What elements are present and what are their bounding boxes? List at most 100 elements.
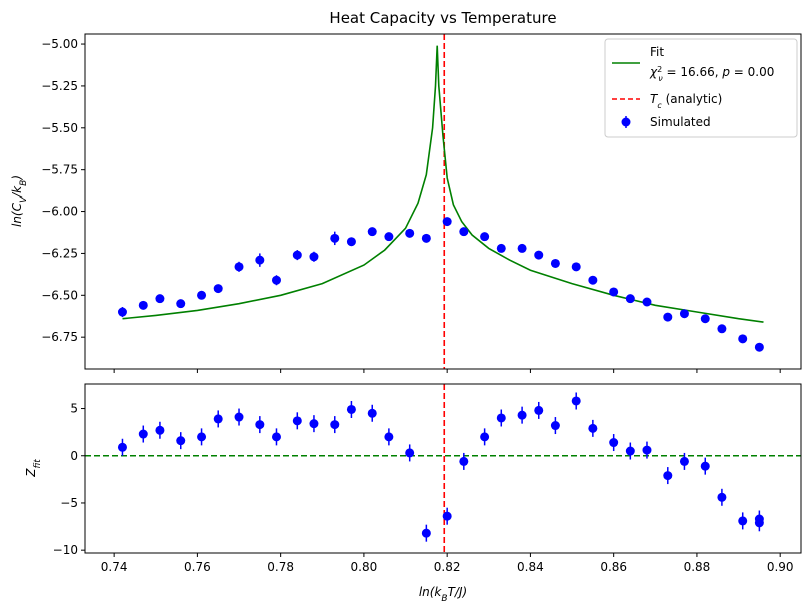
sim-point [213,284,223,294]
chart-title: Heat Capacity vs Temperature [329,9,556,27]
bottom-y-tick-label: −5 [60,496,78,510]
sim-point [550,258,560,268]
top-y-tick-label: −5.00 [41,37,78,51]
sim-point [155,294,165,304]
residual-point [588,423,598,433]
sim-point [292,250,302,260]
legend-fit-stats: χ2 ν = 16.66, p = 0.00 [649,65,774,83]
sim-point [534,250,544,260]
residual-point [679,456,689,466]
bottom-x-tick-label: 0.84 [517,560,544,574]
residual-point [534,405,544,415]
top-axes: −6.75 −6.50 −6.25 −6.00 −5.75 −5.50 −5.25 −5.00 [41,37,781,373]
sim-point [625,294,635,304]
bottom-x-tick-label: 0.80 [351,560,378,574]
sim-point [234,262,244,272]
legend-tc-label: Tc (analytic) [650,92,722,110]
residual-point [459,456,469,466]
residual-point [700,461,710,471]
residual-point [496,413,506,423]
residual-point [609,438,619,448]
sim-point [459,227,469,237]
bottom-x-tick-label: 0.78 [267,560,294,574]
bottom-axes-frame [84,383,802,554]
residual-point [213,414,223,424]
top-y-tick-label: −6.00 [41,205,78,219]
residual-point [625,446,635,456]
top-y-tick-label: −6.25 [41,246,78,260]
top-plot-area [117,34,764,369]
residual-point [271,432,281,442]
sim-point [571,262,581,272]
sim-point [717,324,727,334]
sim-point [330,233,340,243]
sim-point [384,232,394,242]
sim-point [405,228,415,238]
residual-point [442,511,452,521]
top-axes-frame [84,33,802,370]
residual-point [642,445,652,455]
legend-fit-label: Fit [650,45,664,59]
residual-point [234,412,244,422]
sim-point [663,312,673,322]
sim-point [138,300,148,310]
sim-point [642,297,652,307]
fit-curve [122,45,764,323]
residual-point [717,492,727,502]
residual-point [480,432,490,442]
sim-point [480,232,490,242]
sim-point [738,334,748,344]
sim-point [496,243,506,253]
sim-point [309,252,319,262]
residual-point [255,420,265,430]
legend-box [604,38,798,138]
legend-sim-marker [621,117,631,127]
sim-point [442,217,452,227]
residual-point [421,528,431,538]
residual-point [197,432,207,442]
residual-point [571,396,581,406]
sim-point [609,287,619,297]
legend-sim-label: Simulated [650,115,711,129]
sim-point [197,290,207,300]
sim-point [176,299,186,309]
sim-point [271,275,281,285]
residual-point [517,410,527,420]
residual-point [117,442,127,452]
legend: Fit χ2 ν = 16.66, p = 0.00 Tc (analytic) … [604,38,798,138]
bottom-x-tick-label: 0.90 [767,560,794,574]
residual-point [292,416,302,426]
bottom-x-tick-label: 0.76 [184,560,211,574]
residual-point [309,419,319,429]
sim-point [346,237,356,247]
sim-point [117,307,127,317]
bottom-y-tick-label: 0 [70,449,78,463]
top-y-tick-label: −5.25 [41,79,78,93]
residual-point [155,425,165,435]
sim-point [421,233,431,243]
residual-point [550,421,560,431]
bottom-axes: −10 −5 0 5 0.74 0.76 0.78 0.80 0.82 0.84 0.86 0.88 0… [53,402,794,574]
residual-point [176,436,186,446]
bottom-x-tick-label: 0.74 [101,560,128,574]
bottom-x-tick-label: 0.88 [684,560,711,574]
sim-point [679,309,689,319]
residual-point [384,432,394,442]
residual-point [663,471,673,481]
sim-point [255,255,265,265]
top-y-tick-label: −5.75 [41,163,78,177]
bottom-y-axis-label: Zfit [24,459,43,478]
residual-point [367,408,377,418]
bottom-plot-area [85,384,801,553]
top-y-tick-label: −5.50 [41,121,78,135]
top-y-axis-label: ln(CV/kB) [10,175,29,227]
top-y-tick-label: −6.50 [41,288,78,302]
bottom-x-tick-label: 0.86 [600,560,627,574]
sim-point [754,342,764,352]
top-y-tick-label: −6.75 [41,330,78,344]
residual-point [405,448,415,458]
sim-point [517,243,527,253]
residual-point [346,404,356,414]
